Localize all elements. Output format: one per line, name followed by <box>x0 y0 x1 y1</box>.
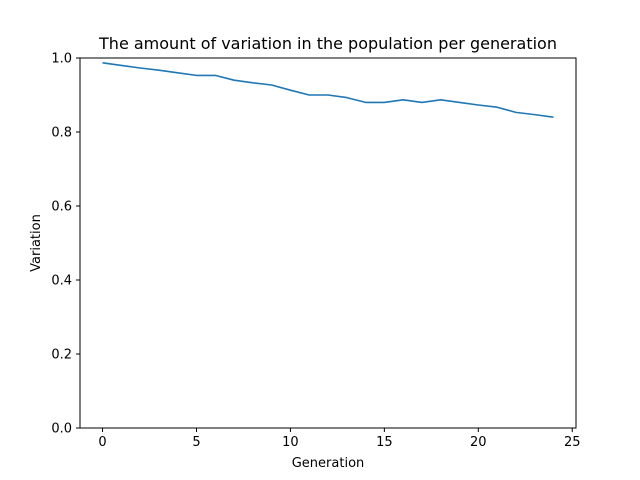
y-tick-label: 0.8 <box>51 126 72 141</box>
x-axis-ticks: 0 5 10 15 20 25 <box>98 428 581 450</box>
x-tick-label: 0 <box>98 435 106 450</box>
plot-area <box>102 62 554 118</box>
series-line <box>102 62 554 118</box>
y-axis-label: Variation <box>29 214 44 272</box>
y-axis-ticks: 0.0 0.2 0.4 0.6 0.8 1.0 <box>51 52 80 437</box>
x-tick-label: 15 <box>376 435 393 450</box>
x-axis-label: Generation <box>292 456 365 471</box>
y-tick-label: 1.0 <box>51 52 72 67</box>
x-tick-label: 10 <box>282 435 299 450</box>
x-tick-label: 20 <box>470 435 487 450</box>
y-tick-label: 0.6 <box>51 200 72 215</box>
axes-frame <box>79 57 577 429</box>
x-tick-label: 25 <box>564 435 581 450</box>
y-tick-label: 0.0 <box>51 422 72 437</box>
y-tick-label: 0.2 <box>51 348 72 363</box>
chart-title: The amount of variation in the populatio… <box>98 34 557 53</box>
x-tick-label: 5 <box>192 435 200 450</box>
y-tick-label: 0.4 <box>51 274 72 289</box>
